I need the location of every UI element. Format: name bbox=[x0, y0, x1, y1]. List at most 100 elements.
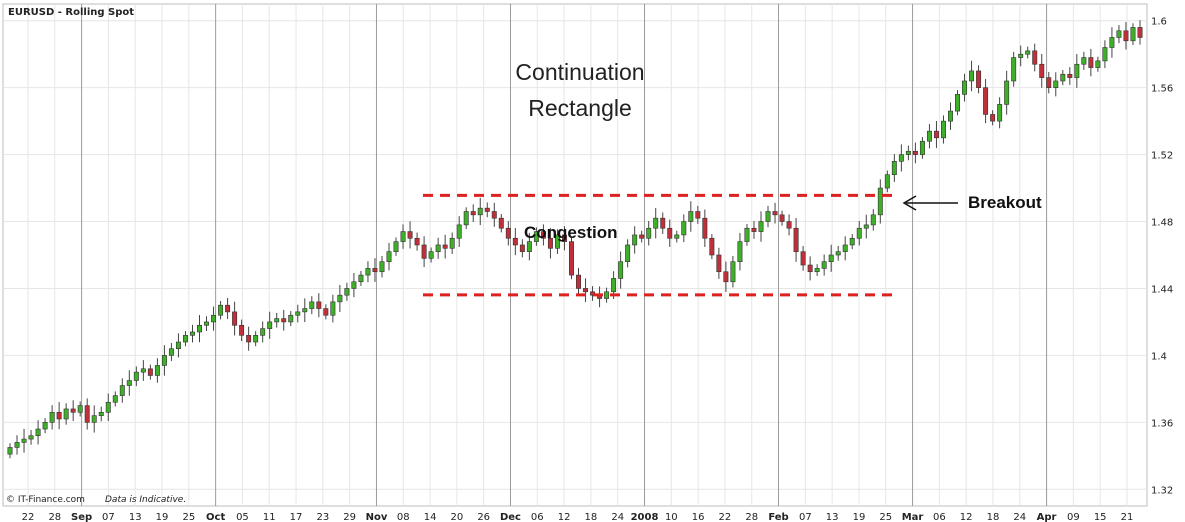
candle-body-up bbox=[926, 130, 932, 142]
x-axis-ticks: 22 28 Sep 07 13 19 25 Oct 05 11 17 23 29 Nov 08 14 20 26 D… bbox=[22, 512, 1134, 522]
candle-body-up bbox=[182, 335, 188, 343]
candle-body-up bbox=[1060, 73, 1066, 82]
candle-body-down bbox=[583, 288, 589, 293]
candle-body-down bbox=[1032, 50, 1038, 65]
candle bbox=[842, 236, 848, 261]
candle-body-up bbox=[112, 395, 118, 403]
candle-body-down bbox=[702, 217, 708, 239]
candle bbox=[225, 298, 231, 320]
x-tick-label: 08 bbox=[397, 512, 410, 522]
candle bbox=[49, 405, 55, 430]
candle-body-down bbox=[407, 231, 413, 239]
candle bbox=[351, 273, 357, 298]
candle-body-up bbox=[77, 405, 83, 413]
candle-body-up bbox=[905, 150, 911, 155]
candle-body-up bbox=[941, 120, 946, 139]
candle-body-up bbox=[625, 244, 631, 262]
candle bbox=[772, 202, 778, 224]
candle bbox=[941, 115, 946, 144]
candle-body-up bbox=[884, 174, 890, 189]
candle-body-up bbox=[218, 304, 224, 316]
candle bbox=[190, 324, 195, 343]
x-tick-label: 26 bbox=[477, 512, 490, 522]
candle bbox=[576, 267, 581, 296]
candle bbox=[372, 258, 378, 282]
candle-body-down bbox=[491, 211, 497, 219]
x-tick-label: 12 bbox=[960, 512, 973, 522]
candle bbox=[674, 230, 680, 243]
candle-body-up bbox=[14, 442, 20, 448]
candle-body-up bbox=[554, 234, 560, 249]
candle-body-down bbox=[807, 264, 813, 273]
candle bbox=[337, 284, 343, 313]
candle-body-down bbox=[470, 211, 476, 216]
candle-body-up bbox=[386, 251, 392, 262]
x-tick-label: 12 bbox=[558, 512, 571, 522]
candle bbox=[1067, 67, 1073, 85]
candle bbox=[793, 218, 799, 262]
candle bbox=[821, 254, 827, 276]
candle bbox=[260, 321, 266, 343]
candle-body-down bbox=[540, 231, 546, 239]
candle-body-up bbox=[21, 438, 27, 443]
candle-body-down bbox=[976, 70, 982, 88]
candle-body-down bbox=[1046, 77, 1052, 88]
candle-body-up bbox=[119, 385, 125, 396]
x-tick-label: 25 bbox=[182, 512, 195, 522]
candle bbox=[407, 221, 413, 249]
y-axis-ticks: 1.6 1.56 1.52 1.48 1.44 1.4 1.36 1.32 bbox=[1151, 17, 1173, 497]
candle-body-up bbox=[849, 237, 855, 246]
candle-body-down bbox=[1088, 57, 1094, 68]
candle bbox=[70, 400, 76, 421]
candle bbox=[28, 430, 34, 445]
footer-disclaimer: Data is Indicative. bbox=[105, 495, 186, 505]
candle bbox=[274, 312, 280, 328]
candle bbox=[751, 221, 757, 239]
candle-body-up bbox=[197, 324, 202, 333]
candle bbox=[800, 245, 806, 271]
candle-body-up bbox=[948, 110, 953, 122]
candle bbox=[1074, 54, 1080, 88]
candle bbox=[884, 170, 890, 193]
candle-body-up bbox=[1109, 37, 1115, 48]
x-tick-label: 2008 bbox=[631, 512, 659, 522]
candle-body-up bbox=[365, 268, 371, 276]
candle-body-up bbox=[821, 261, 827, 269]
candle bbox=[154, 358, 160, 383]
candle bbox=[765, 205, 771, 228]
candle-body-up bbox=[835, 251, 841, 256]
candle bbox=[1102, 40, 1108, 69]
candle bbox=[505, 221, 511, 246]
candle-body-down bbox=[1067, 73, 1073, 78]
congestion-rectangle bbox=[423, 193, 895, 297]
candle-body-down bbox=[84, 405, 90, 423]
x-tick-label: 29 bbox=[343, 512, 356, 522]
candle bbox=[470, 204, 476, 223]
candle-body-up bbox=[969, 70, 975, 82]
candle bbox=[983, 78, 989, 124]
candle bbox=[1123, 22, 1129, 50]
candle bbox=[63, 403, 69, 425]
candle bbox=[723, 261, 729, 292]
footer-copyright: © IT-Finance.com bbox=[6, 495, 85, 505]
candle bbox=[948, 102, 953, 130]
candle-body-up bbox=[814, 268, 820, 273]
breakout-arrow bbox=[902, 195, 958, 211]
candle bbox=[561, 226, 567, 251]
candle-body-up bbox=[456, 224, 462, 239]
candle bbox=[386, 242, 392, 271]
y-tick-label: 1.48 bbox=[1151, 218, 1173, 229]
candle bbox=[737, 232, 743, 271]
y-tick-label: 1.32 bbox=[1151, 485, 1173, 496]
candle bbox=[1053, 72, 1059, 97]
x-tick-label: 06 bbox=[933, 512, 946, 522]
candle bbox=[990, 110, 996, 126]
candle bbox=[583, 278, 589, 303]
candle-body-down bbox=[421, 244, 427, 259]
candle bbox=[1116, 25, 1122, 44]
candle-body-up bbox=[674, 234, 680, 239]
candle-body-up bbox=[1025, 50, 1031, 55]
candle-body-up bbox=[204, 321, 209, 326]
candle-body-up bbox=[737, 241, 743, 262]
